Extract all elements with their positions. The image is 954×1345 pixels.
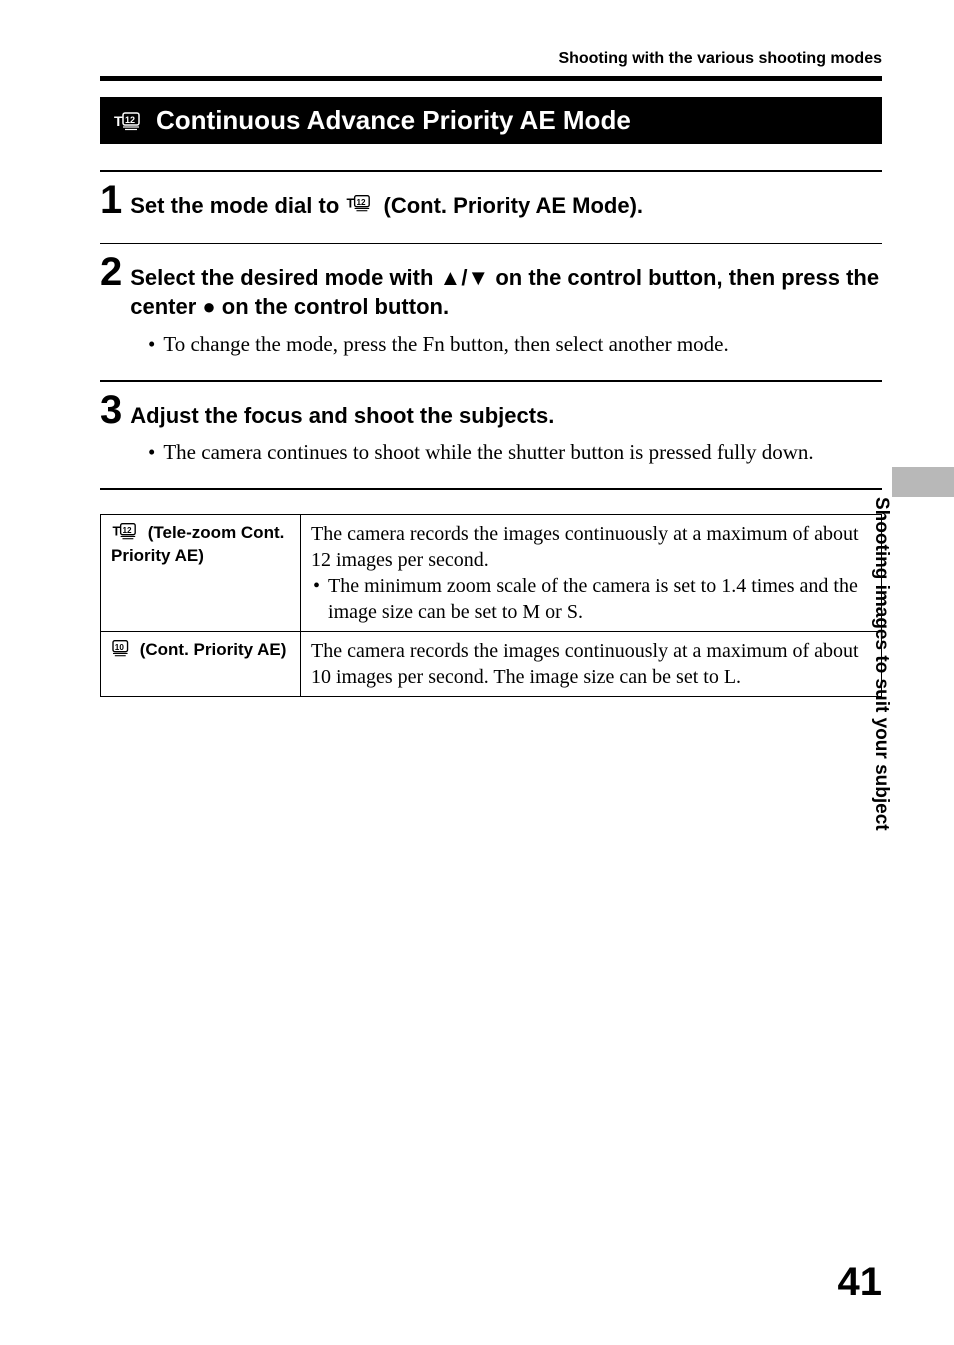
closing-rule <box>100 488 882 490</box>
step-rule <box>100 380 882 382</box>
mode-desc-cell: The camera records the images continuous… <box>301 514 882 631</box>
step-body: • To change the mode, press the Fn butto… <box>148 330 882 358</box>
mode-label-cell: T 12 (Tele-zoom Cont. Priority AE) <box>101 514 301 631</box>
step-2: 2 Select the desired mode with ▲/▼ on th… <box>100 252 882 321</box>
mode-desc-main: The camera records the images continuous… <box>311 521 871 573</box>
table-row: 10 (Cont. Priority AE) The camera record… <box>101 631 882 696</box>
step-text-before: Set the mode dial to <box>130 193 345 218</box>
step-bullet-text: The camera continues to shoot while the … <box>163 438 813 466</box>
step-body: • The camera continues to shoot while th… <box>148 438 882 466</box>
bullet-dot: • <box>148 330 155 358</box>
svg-text:10: 10 <box>115 643 125 652</box>
mode-label-cell: 10 (Cont. Priority AE) <box>101 631 301 696</box>
burst-10-icon: 10 <box>111 638 135 663</box>
step-rule <box>100 243 882 245</box>
tele-burst-12-icon: T 12 <box>111 521 143 546</box>
mode-desc-bullet: The minimum zoom scale of the camera is … <box>328 573 871 625</box>
mode-desc-main: The camera records the images continuous… <box>311 638 871 690</box>
running-header: Shooting with the various shooting modes <box>100 50 882 68</box>
step-bullet-text: To change the mode, press the Fn button,… <box>163 330 728 358</box>
step-text: Adjust the focus and shoot the subjects. <box>130 398 554 431</box>
svg-text:T: T <box>112 523 120 538</box>
section-title-bar: T 12 Continuous Advance Priority AE Mode <box>100 97 882 144</box>
header-rule <box>100 76 882 81</box>
svg-text:12: 12 <box>357 198 367 207</box>
side-tab: Shooting images to suit your subject <box>870 497 892 917</box>
step-number: 1 <box>100 180 122 220</box>
page-number: 41 <box>838 1260 883 1305</box>
step-3: 3 Adjust the focus and shoot the subject… <box>100 390 882 431</box>
svg-text:12: 12 <box>125 115 135 125</box>
mode-table: T 12 (Tele-zoom Cont. Priority AE) The c… <box>100 514 882 697</box>
side-tab-text: Shooting images to suit your subject <box>870 497 892 831</box>
tele-burst-12-icon: T 12 <box>345 192 377 221</box>
mode-desc-cell: The camera records the images continuous… <box>301 631 882 696</box>
side-tab-marker <box>892 467 954 497</box>
bullet-dot: • <box>148 438 155 466</box>
svg-text:T: T <box>114 113 123 129</box>
table-row: T 12 (Tele-zoom Cont. Priority AE) The c… <box>101 514 882 631</box>
step-text: Set the mode dial to T 12 (Cont. Priorit… <box>130 188 643 221</box>
section-title-text: Continuous Advance Priority AE Mode <box>156 105 631 136</box>
step-number: 3 <box>100 390 122 430</box>
bullet-dot: • <box>313 573 320 625</box>
step-1: 1 Set the mode dial to T 12 (Cont. Prior… <box>100 180 882 221</box>
tele-burst-12-icon: T 12 <box>114 110 146 132</box>
step-text-after: (Cont. Priority AE Mode). <box>384 193 644 218</box>
mode-label-text: (Cont. Priority AE) <box>135 640 286 659</box>
step-text: Select the desired mode with ▲/▼ on the … <box>130 260 882 321</box>
svg-text:12: 12 <box>122 526 132 535</box>
step-number: 2 <box>100 252 122 292</box>
svg-text:T: T <box>347 196 355 211</box>
step-rule <box>100 170 882 172</box>
